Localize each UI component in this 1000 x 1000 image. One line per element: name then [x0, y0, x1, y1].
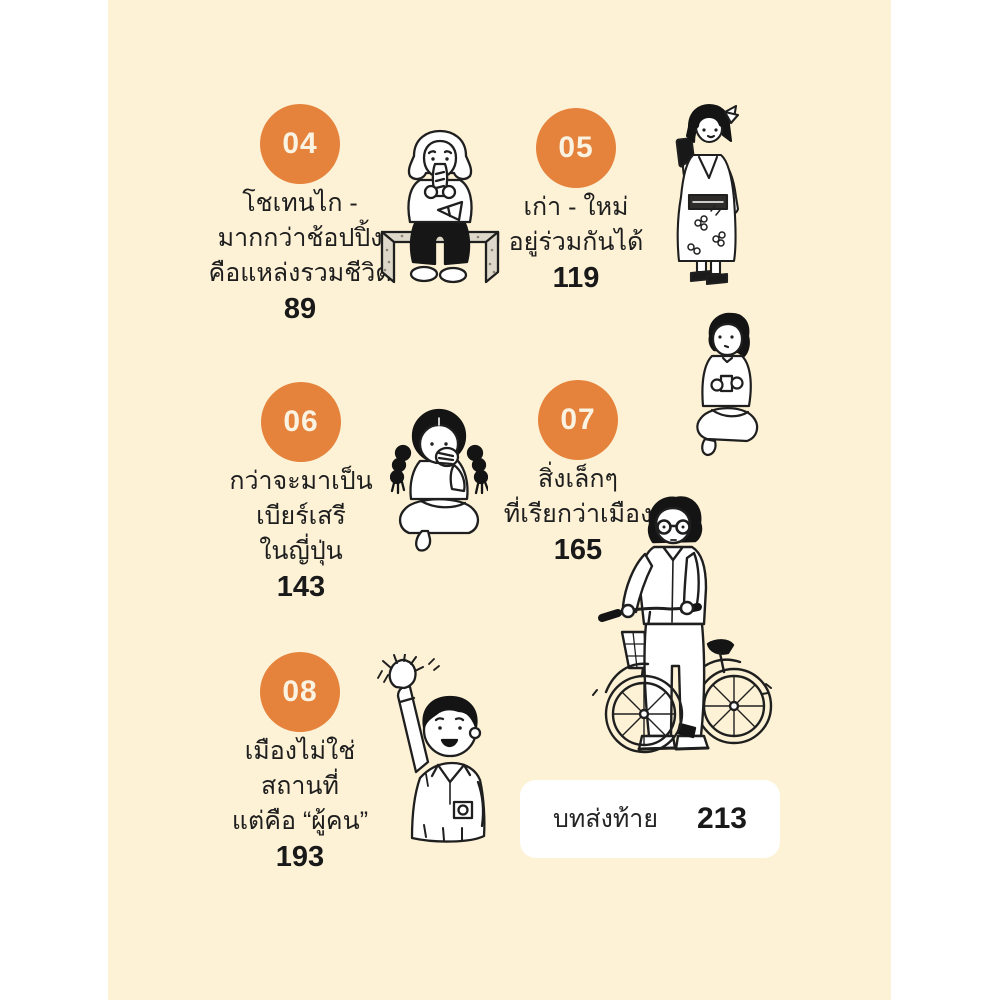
table-of-contents-page: 04 โชเทนไก - มากกว่าช้อปปิ้ง คือแหล่งรวม… — [108, 0, 891, 1000]
chapter-page-number: 89 — [283, 293, 317, 325]
chapter-title-line: ที่เรียกว่าเมือง — [503, 500, 653, 528]
toc-entry-chapter-06[interactable]: 06 กว่าจะมาเป็น เบียร์เสรี ในญี่ปุ่น 143 — [181, 382, 421, 606]
chapter-number-badge: 05 — [536, 108, 616, 188]
epilogue-page-number: 213 — [696, 802, 747, 835]
chapter-page-number: 165 — [553, 534, 603, 566]
chapter-title-line: สิ่งเล็กๆ — [538, 465, 618, 493]
chapter-title-line: เก่า - ใหม่ — [523, 193, 629, 221]
woman-eating-snack-on-bench-illustration — [378, 128, 502, 290]
toc-entry-chapter-08[interactable]: 08 เมืองไม่ใช่ สถานที่ แต่คือ “ผู้คน” 19… — [180, 652, 420, 876]
man-waving-raised-arm-illustration — [374, 654, 492, 846]
chapter-number-badge: 07 — [538, 380, 618, 460]
chapter-title-line: แต่คือ “ผู้คน” — [231, 807, 369, 835]
girl-with-braids-drinking-illustration — [390, 403, 488, 563]
toc-entry-chapter-04[interactable]: 04 โชเทนไก - มากกว่าช้อปปิ้ง คือแหล่งรวม… — [180, 104, 420, 328]
chapter-title-line: กว่าจะมาเป็น — [229, 467, 373, 495]
girl-in-kimono-taking-photo-illustration — [664, 103, 750, 289]
chapter-number-badge: 08 — [260, 652, 340, 732]
chapter-title-line: สถานที่ — [260, 772, 339, 800]
chapter-title-line: อยู่ร่วมกันได้ — [508, 228, 644, 256]
toc-entry-epilogue[interactable]: บทส่งท้าย 213 — [520, 780, 780, 858]
chapter-title-line: โชเทนไก - — [242, 189, 358, 217]
toc-entry-chapter-07[interactable]: 07 สิ่งเล็กๆ ที่เรียกว่าเมือง 165 — [458, 380, 698, 569]
chapter-title-line: เบียร์เสรี — [256, 502, 346, 530]
chapter-page-number: 119 — [552, 262, 600, 294]
toc-entry-chapter-05[interactable]: 05 เก่า - ใหม่ อยู่ร่วมกันได้ 119 — [456, 108, 696, 297]
chapter-title-line: ในญี่ปุ่น — [259, 537, 343, 565]
chapter-page-number: 193 — [275, 841, 325, 873]
man-with-glasses-and-bicycle-illustration — [592, 494, 774, 774]
chapter-title-line: เมืองไม่ใช่ — [244, 737, 356, 765]
epilogue-label: บทส่งท้าย — [553, 805, 658, 833]
chapter-title-line: คือแหล่งรวมชีวิต — [208, 259, 392, 287]
chapter-number-badge: 04 — [260, 104, 340, 184]
chapter-title-line: มากกว่าช้อปปิ้ง — [217, 224, 383, 252]
chapter-number-badge: 06 — [261, 382, 341, 462]
man-sitting-cross-legged-with-cup-illustration — [692, 312, 764, 464]
chapter-page-number: 143 — [276, 571, 326, 603]
